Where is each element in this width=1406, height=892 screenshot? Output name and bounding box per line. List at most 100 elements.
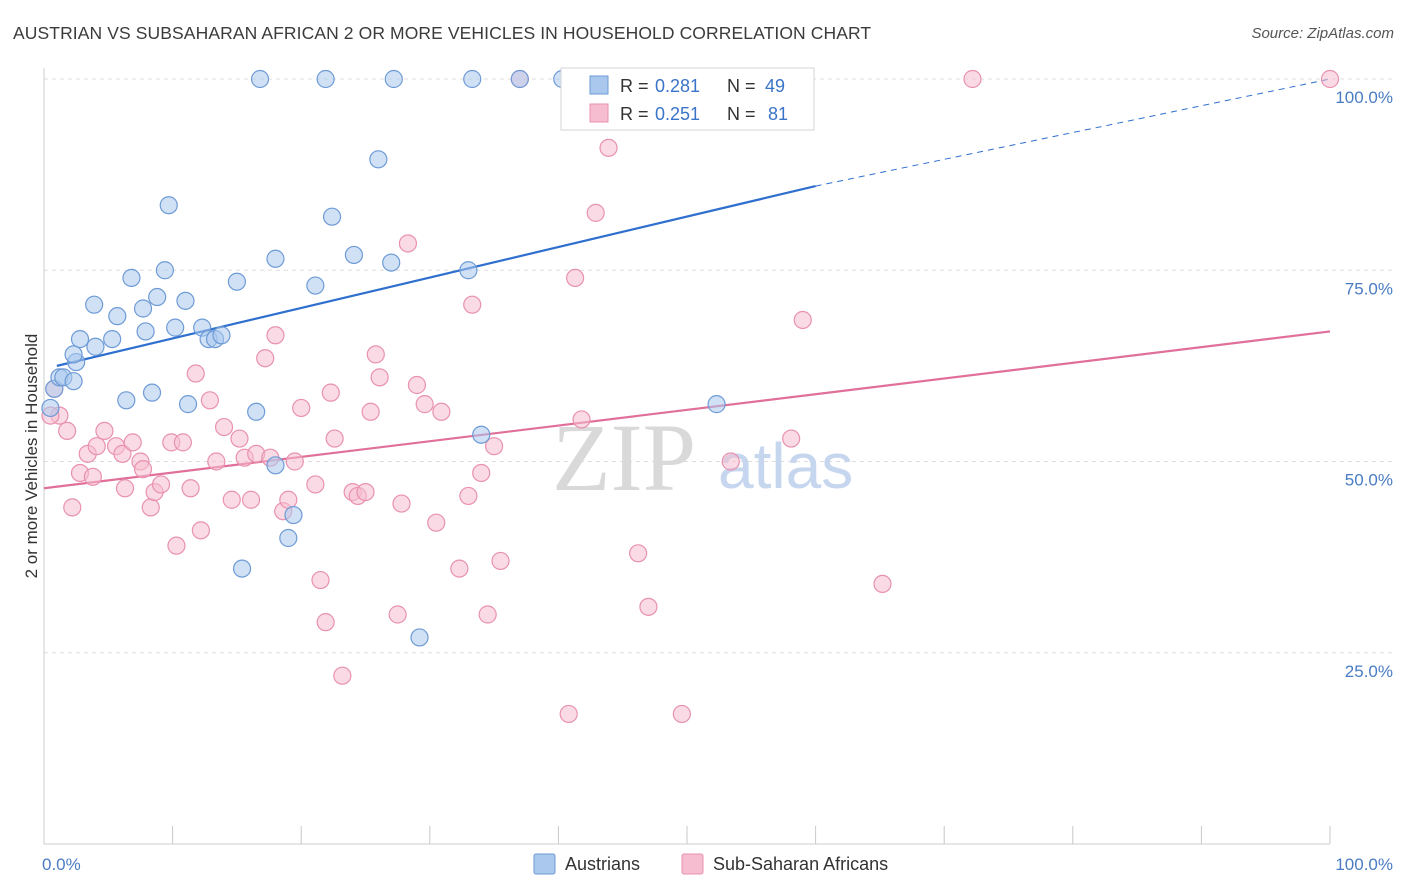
legend-n-label: N = [727,104,756,124]
africans-point [222,490,241,509]
austrians-point [463,69,482,89]
y-tick-label: 50.0% [1345,471,1393,490]
africans-point [472,463,491,483]
austrians-point [322,207,342,226]
austrians-point [86,337,105,356]
legend-n-value: 49 [765,76,785,96]
austrians-point [70,330,90,349]
africans-point [407,375,427,395]
africans-point [559,704,578,724]
austrians-point [136,322,155,341]
africans-point [599,138,618,157]
africans-point [306,475,325,494]
austrians-trend-line [56,185,816,367]
legend-swatch-austrians [589,75,609,95]
austrians-point [266,249,285,268]
austrians-point [284,505,303,525]
austrians-point [117,391,136,410]
austrians-point [472,425,491,444]
africans-point [123,433,142,452]
africans-point [230,429,249,448]
africans-point [392,494,411,513]
africans-point [115,479,135,498]
africans-point [639,597,658,616]
source-label: Source: ZipAtlas.com [1251,25,1394,42]
africans-point [485,437,504,456]
austrians-point [122,268,141,287]
africans-point [427,513,446,532]
africans-point [491,551,510,571]
austrians-point [344,245,364,265]
africans-point [167,536,186,555]
austrians-point [41,398,60,418]
africans-point [316,613,335,632]
austrians-point [85,295,104,314]
africans-point [366,345,385,364]
y-tick-label: 25.0% [1345,662,1393,681]
bottom-legend-label-austrians: Austrians [565,854,640,874]
africans-point [256,349,275,368]
bottom-legend-label-africans: Sub-Saharan Africans [713,854,888,874]
africans-point [191,521,210,540]
africans-point [113,444,132,463]
africans-point [478,605,497,624]
austrians-point [316,69,335,89]
legend-r-value: 0.251 [655,104,700,124]
austrians-point [155,261,174,280]
africans-point [266,326,285,345]
austrians-point [148,287,167,307]
austrians-point [247,402,266,421]
austrians-point [510,69,529,89]
austrians-point [459,261,478,280]
africans-point [181,479,200,498]
tick-labels: 25.0% 50.0% 75.0% 100.0% 0.0% 100.0% [42,88,1393,874]
austrians-point [64,345,83,364]
y-tick-label: 100.0% [1335,88,1393,107]
africans-point [63,498,82,517]
legend-n-value: 81 [768,104,788,124]
africans-point [586,203,605,222]
africans-point [279,490,298,509]
legend-r-label: R = [620,104,649,124]
austrians-trend-extension [815,78,1331,187]
africans-point [141,498,160,517]
austrians-point [166,318,185,337]
africans-point [398,234,418,253]
africans-point [58,421,77,440]
austrians-point [103,330,122,349]
legend-r-value: 0.281 [655,76,700,96]
austrians-point [108,307,127,326]
africans-point [463,295,482,314]
bottom-legend-swatch-austrians [533,853,556,875]
africans-point [672,704,691,724]
africans-point [415,395,434,414]
austrians-point [64,372,83,391]
austrians-point [227,272,246,291]
austrians-point [382,253,401,272]
africans-point [629,544,648,563]
africans-point [285,452,304,471]
africans-point [361,402,380,421]
africans-point [207,452,226,471]
africans-point [321,383,340,402]
austrians-point [250,69,270,89]
africans-point [133,460,153,479]
x-tick-label: 0.0% [42,855,81,874]
axes [43,68,1330,845]
austrians-point [384,69,403,89]
africans-point [325,429,344,448]
austrians-point [707,395,726,414]
austrians-point [279,528,298,548]
africans-point [450,559,469,578]
africans-point [721,452,740,471]
austrians-point [410,628,429,647]
legend-swatch-africans [589,103,609,123]
africans-point [186,364,205,383]
x-tick-label: 100.0% [1335,855,1393,874]
africans-point [782,429,801,448]
africans-point [151,475,171,494]
africans-point [83,467,102,486]
africans-point [370,368,389,387]
austrians-point [266,456,285,475]
